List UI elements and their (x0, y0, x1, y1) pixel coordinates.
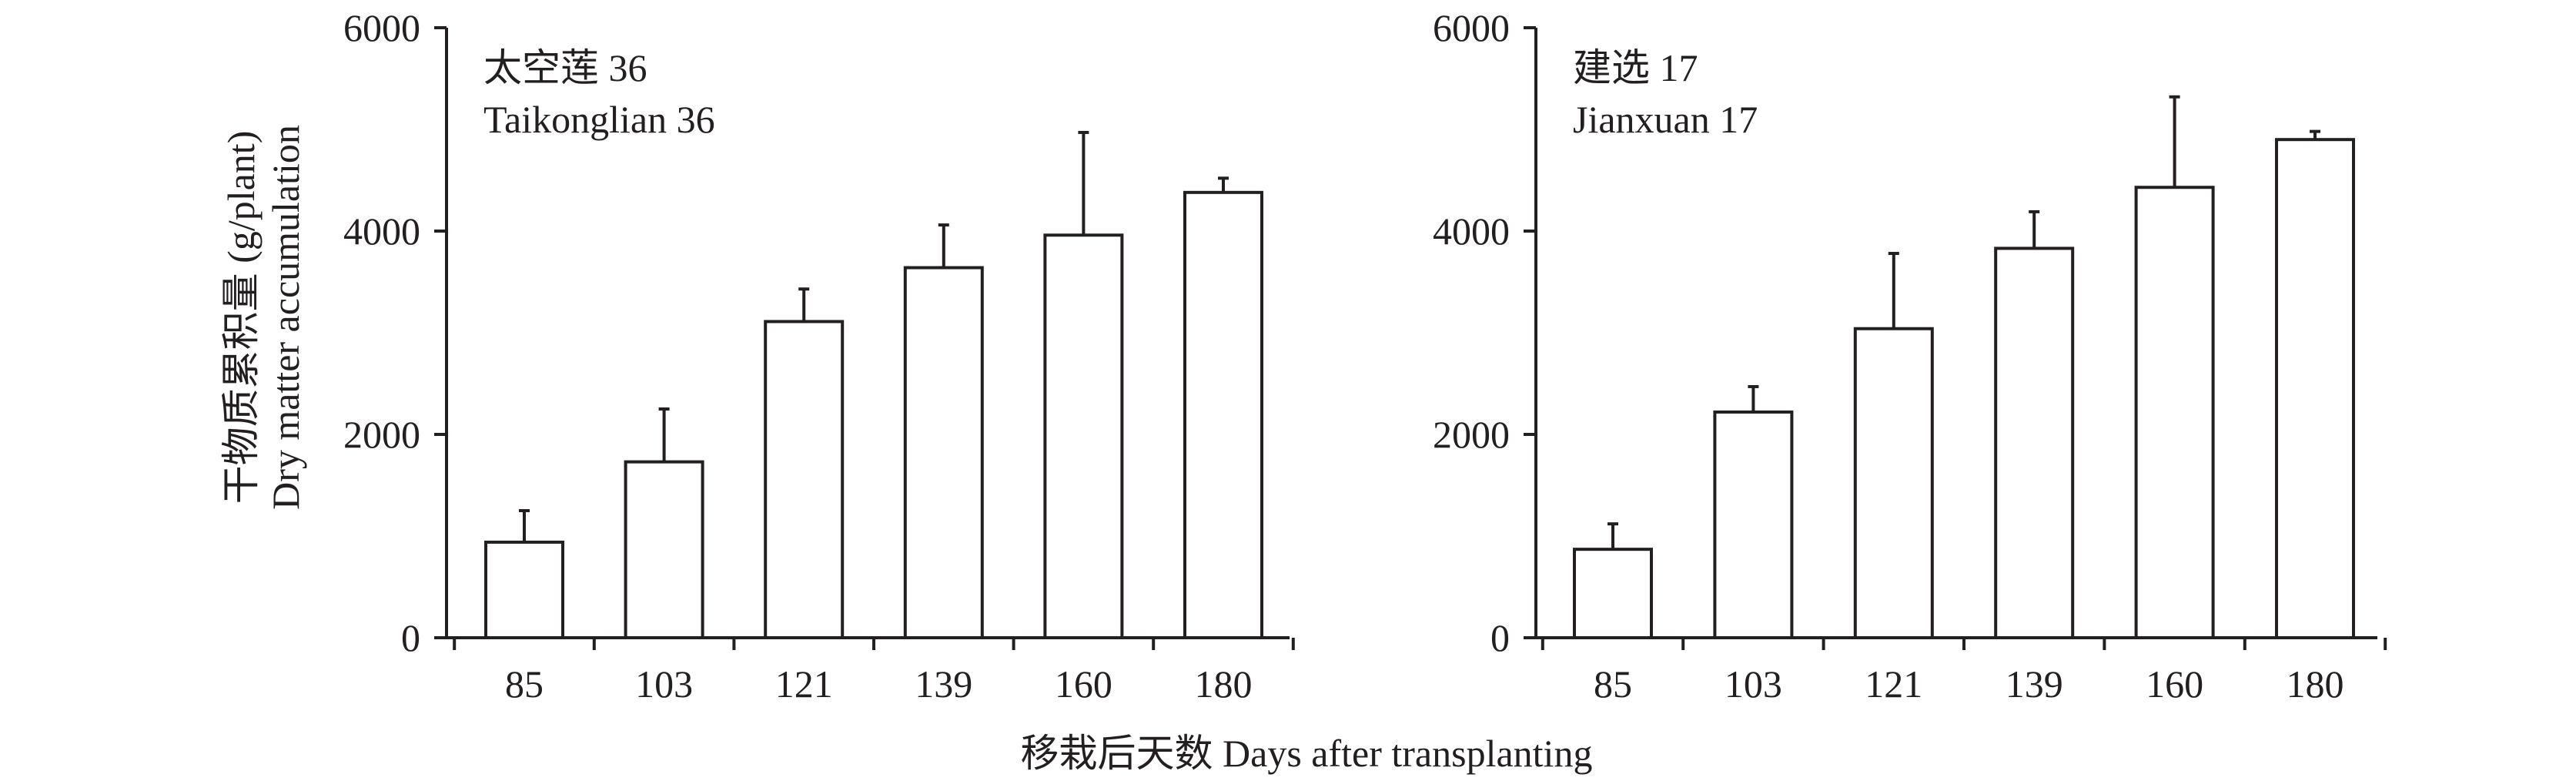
y-tick-label: 6000 (1433, 6, 1510, 49)
panel-title-en: Taikonglian 36 (483, 98, 715, 141)
bar-139 (903, 266, 984, 639)
x-tick-label: 103 (635, 662, 693, 706)
x-tick-label: 139 (915, 662, 972, 706)
x-axis-title: 移栽后天数 Days after transplanting (1021, 732, 1593, 775)
bar-121 (1853, 327, 1934, 639)
bar-139 (1994, 246, 2075, 639)
y-tick-label: 0 (1490, 616, 1510, 659)
x-tick-label: 180 (2287, 662, 2344, 706)
x-tick-label: 139 (2006, 662, 2063, 706)
bar-103 (1713, 410, 1794, 640)
x-tick-label: 103 (1725, 662, 1782, 706)
y-axis-title-cn: 干物质累积量 (g/plant) (219, 131, 263, 504)
bar-180 (1183, 190, 1263, 639)
y-tick-label: 2000 (1433, 413, 1510, 456)
panel-title-cn: 太空莲 36 (483, 46, 647, 89)
x-tick-label: 85 (505, 662, 544, 706)
y-tick-label: 2000 (343, 413, 420, 456)
y-axis-title-en: Dry matter accumulation (264, 125, 307, 510)
x-tick-label: 160 (1055, 662, 1112, 706)
panel-title-cn: 建选 17 (1573, 46, 1698, 89)
y-tick-label: 0 (401, 616, 420, 659)
chart-panel-right: 0 2000 4000 6000 85 103 121 139 160 180 建选 17 Jia… (1433, 6, 2387, 706)
x-tick-label: 180 (1195, 662, 1253, 706)
x-tick-label: 85 (1594, 662, 1632, 706)
panel-title-en: Jianxuan 17 (1573, 98, 1758, 141)
y-tick-label: 4000 (343, 209, 420, 253)
bar-85 (484, 540, 564, 639)
x-tick-label: 160 (2146, 662, 2203, 706)
bar-160 (1043, 233, 1124, 639)
x-tick-label: 121 (1865, 662, 1922, 706)
bar-103 (624, 460, 704, 640)
y-tick-label: 4000 (1433, 209, 1510, 253)
x-tick-label: 121 (775, 662, 833, 706)
chart-panel-left: 0 2000 4000 6000 85 103 121 139 160 180 太空莲 36 Ta… (343, 6, 1295, 706)
bar-180 (2275, 138, 2355, 639)
y-tick-label: 6000 (343, 6, 420, 49)
bar-121 (764, 320, 845, 639)
y-axis-title: 干物质累积量 (g/plant) Dry matter accumulation (219, 125, 307, 510)
bar-85 (1573, 548, 1653, 639)
bar-160 (2134, 186, 2215, 640)
